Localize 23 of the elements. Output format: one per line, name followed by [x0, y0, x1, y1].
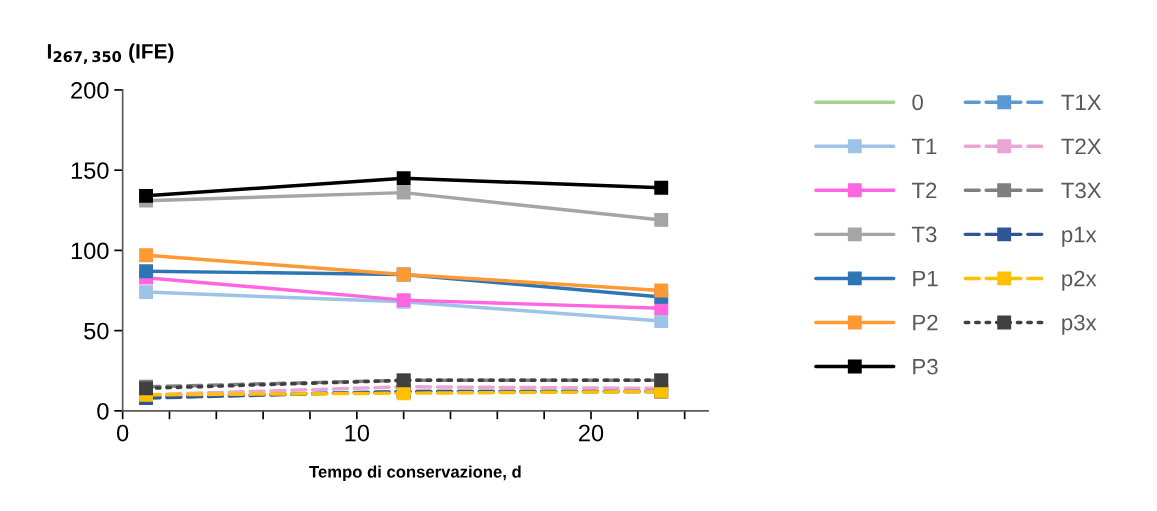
y-tick-label: 150 [71, 162, 109, 179]
legend-label: T3X [1061, 182, 1102, 199]
legend-label: P3 [913, 358, 938, 375]
x-axis-title: Tempo di conservazione, d [309, 465, 521, 482]
y-tick-label: 200 [71, 82, 109, 99]
x-tick-label: 0 [117, 424, 129, 442]
legend-label: T3 [911, 226, 937, 243]
legend-label: p1x [1062, 226, 1097, 247]
y-tick-label: 0 [97, 402, 109, 420]
y-tick-label: 50 [84, 322, 109, 340]
y-tick-label: 100 [71, 242, 109, 260]
legend-label: 0 [912, 94, 923, 111]
legend-label: T1X [1061, 94, 1102, 110]
legend-label: T1 [911, 138, 937, 155]
legend-label: T2X [1061, 138, 1102, 155]
legend-label: T2 [911, 182, 937, 199]
legend-label: p3x [1062, 314, 1097, 335]
legend-label: p2x [1062, 270, 1097, 291]
x-tick-label: 20 [579, 424, 604, 442]
y-axis-title: I$_{267,350}$ (IFE) [47, 43, 174, 65]
legend-label: P2 [913, 314, 938, 331]
x-tick-label: 10 [345, 424, 370, 442]
legend-label: P1 [913, 270, 938, 287]
